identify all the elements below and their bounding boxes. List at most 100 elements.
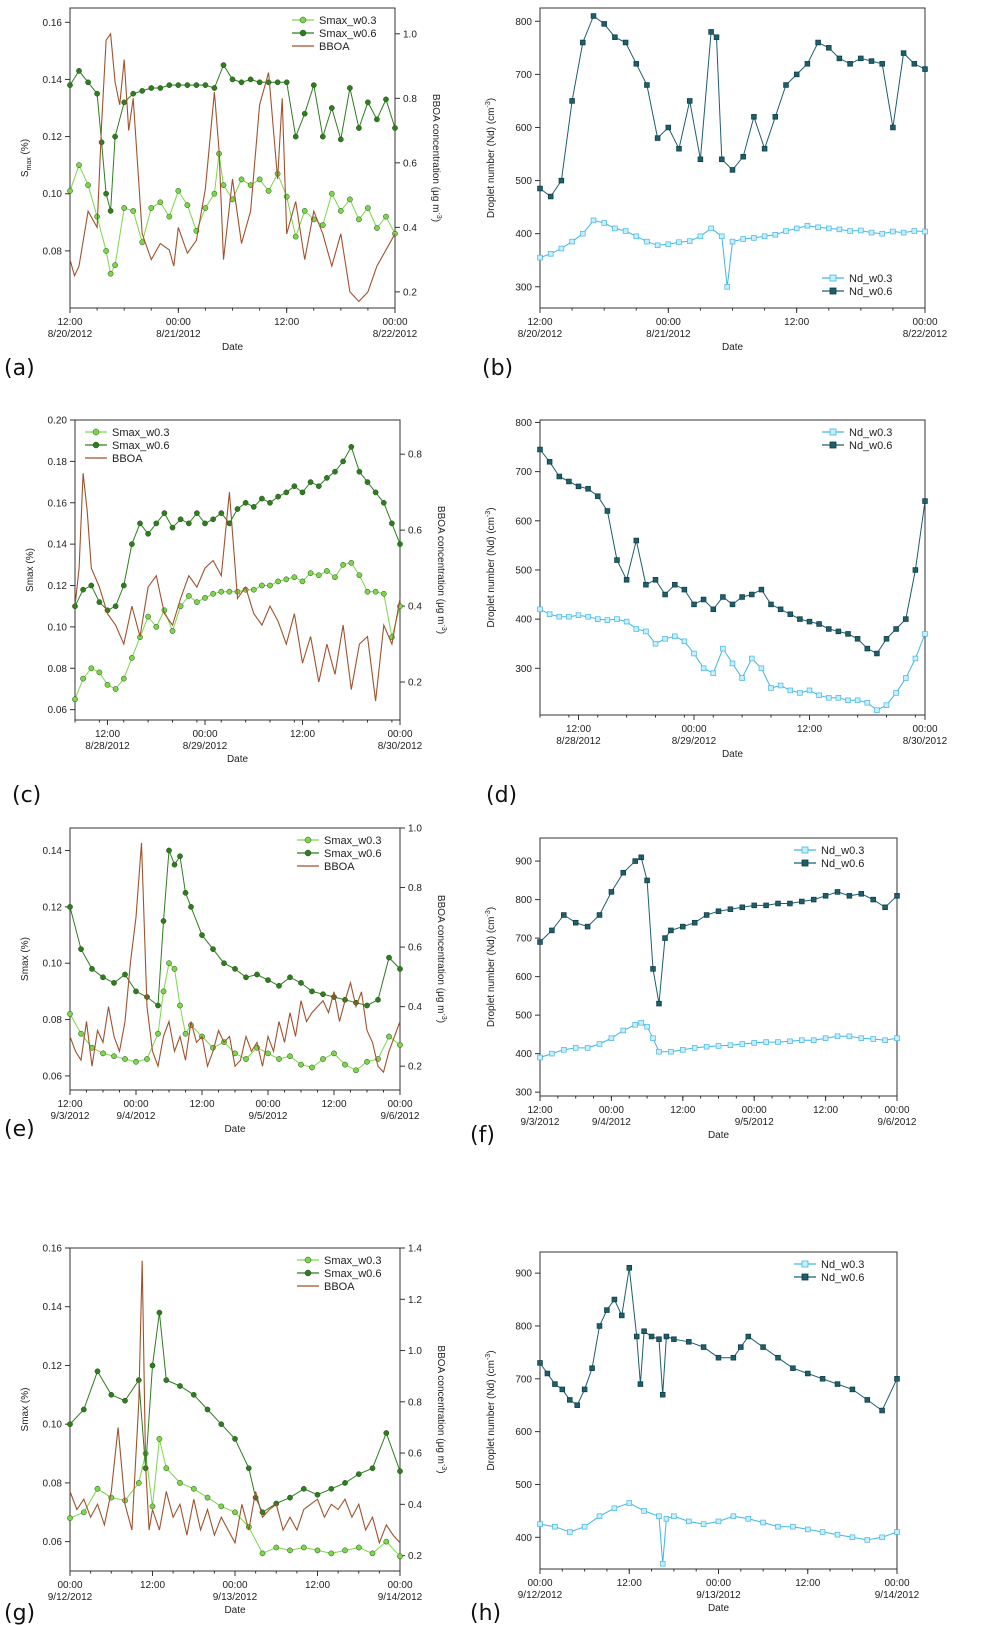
data-point <box>153 520 160 527</box>
data-point <box>739 594 745 600</box>
data-point <box>112 603 119 610</box>
data-point <box>88 582 95 589</box>
data-point <box>320 1056 326 1062</box>
plot-frame <box>69 7 396 309</box>
y-tick-label: 0.06 <box>43 1537 63 1548</box>
y-tick-label: 0.10 <box>43 189 63 200</box>
data-point <box>758 586 765 593</box>
y2-tick-label: 0.6 <box>408 1449 422 1460</box>
data-point <box>133 1058 139 1065</box>
data-point <box>544 1370 551 1377</box>
y2-tick-label: 0.4 <box>408 1500 422 1511</box>
y2-tick-label: 0.8 <box>408 883 422 894</box>
data-point <box>622 228 629 234</box>
x-tick-label: 12:00 <box>566 724 591 735</box>
legend-swatch-marker <box>801 846 809 854</box>
data-point <box>604 617 611 623</box>
data-point <box>561 1047 567 1053</box>
data-point <box>94 90 100 97</box>
data-point <box>632 858 638 864</box>
data-point <box>595 493 601 499</box>
data-point <box>292 133 299 140</box>
legend-label: Nd_w0.3 <box>849 427 892 439</box>
y2-tick-label: 1.0 <box>408 824 422 835</box>
data-point <box>626 1265 633 1271</box>
data-point <box>169 628 176 634</box>
data-point <box>749 591 755 598</box>
data-point <box>680 1047 686 1053</box>
data-point <box>595 616 601 622</box>
data-point <box>633 61 640 67</box>
data-point <box>822 893 829 899</box>
data-point <box>67 1011 73 1017</box>
data-point <box>283 576 290 583</box>
legend-label: Nd_w0.3 <box>849 273 892 285</box>
data-point <box>177 1480 183 1486</box>
data-point <box>614 557 620 563</box>
data-point <box>185 520 192 527</box>
x-tick-date-label: 9/6/2012 <box>381 1111 420 1122</box>
data-point <box>145 613 151 620</box>
y2-tick-label: 0.2 <box>408 1551 422 1562</box>
data-point <box>78 946 84 952</box>
x-tick-label: 12:00 <box>57 1099 82 1110</box>
series-Nd-w0-6 <box>537 446 928 657</box>
data-point <box>849 1386 856 1393</box>
data-point <box>67 904 73 910</box>
data-point <box>156 1436 163 1442</box>
y-tick-label: 800 <box>515 895 532 906</box>
data-point <box>835 695 842 701</box>
data-point <box>157 85 164 91</box>
y-tick-label: 500 <box>515 1480 532 1491</box>
data-point <box>777 606 784 613</box>
data-point <box>85 79 91 86</box>
x-tick-date-label: 8/21/2012 <box>156 329 201 340</box>
data-point <box>638 854 644 861</box>
data-point <box>397 966 403 972</box>
y-tick-label: 0.10 <box>43 1420 63 1431</box>
series-Nd-w0-6 <box>537 13 928 200</box>
data-point <box>758 665 765 672</box>
data-point <box>847 61 853 67</box>
data-point <box>665 124 672 131</box>
data-point <box>67 82 73 88</box>
legend-label: BBOA <box>324 861 355 873</box>
data-point <box>166 213 173 220</box>
data-point <box>870 896 876 903</box>
y2-axis-label: BBOA concentration (μg m-3) <box>435 1345 447 1473</box>
data-point <box>575 612 582 618</box>
data-point <box>274 79 281 86</box>
data-point <box>879 61 885 67</box>
y-tick-label: 700 <box>515 70 532 81</box>
data-point <box>596 1513 603 1519</box>
y2-tick-label: 1.2 <box>408 1295 422 1306</box>
data-point <box>383 1538 390 1545</box>
y-tick-label: 0.12 <box>43 132 63 143</box>
data-point <box>834 1033 841 1040</box>
data-point <box>364 588 371 595</box>
series-line <box>69 64 396 212</box>
data-point <box>745 1516 752 1522</box>
data-point <box>135 1480 142 1486</box>
data-point <box>265 977 271 983</box>
data-point <box>348 444 355 450</box>
data-point <box>893 690 899 696</box>
data-point <box>76 162 82 168</box>
x-axis-label: Date <box>708 1603 730 1614</box>
legend: Nd_w0.3Nd_w0.6 <box>794 1259 864 1284</box>
data-point <box>656 1048 662 1055</box>
plot-frame <box>539 837 898 1097</box>
data-point <box>710 606 717 613</box>
data-point <box>232 1509 238 1516</box>
data-point <box>108 1391 115 1398</box>
x-tick-date-label: 8/22/2012 <box>373 329 418 340</box>
data-point <box>218 1503 225 1510</box>
data-point <box>166 847 172 854</box>
y-axis-label: Smax (%) <box>20 139 33 177</box>
data-point <box>922 631 928 637</box>
data-point <box>122 1397 128 1404</box>
data-point <box>386 1033 392 1040</box>
data-point <box>893 626 899 632</box>
data-point <box>319 133 326 140</box>
y2-tick-label: 0.8 <box>408 1397 422 1408</box>
